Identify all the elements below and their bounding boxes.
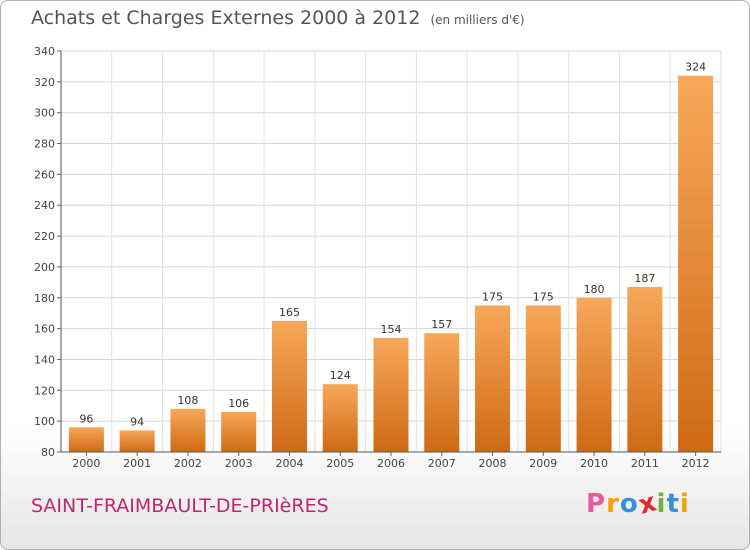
- logo-letter: P: [586, 489, 607, 519]
- x-tick-label: 2007: [428, 457, 456, 470]
- bar-value-label: 108: [177, 394, 198, 407]
- bar: [525, 305, 561, 452]
- bar: [68, 427, 104, 452]
- bar-value-label: 106: [228, 397, 249, 410]
- bar-value-label: 154: [381, 323, 402, 336]
- x-tick-label: 2001: [123, 457, 151, 470]
- logo-letter: o: [619, 489, 639, 519]
- bar: [424, 333, 460, 452]
- x-tick-label: 2004: [275, 457, 303, 470]
- y-tick-label: 120: [34, 384, 55, 397]
- bar: [271, 320, 307, 452]
- y-tick-label: 280: [34, 138, 55, 151]
- x-tick-label: 2011: [631, 457, 659, 470]
- x-tick-label: 2012: [682, 457, 710, 470]
- y-tick-label: 180: [34, 292, 55, 305]
- chart-unit: (en milliers d'€): [430, 13, 525, 27]
- bar: [475, 305, 511, 452]
- logo-letter: r: [606, 489, 620, 519]
- bar: [119, 430, 155, 452]
- bar-value-label: 324: [685, 61, 706, 74]
- bar-value-label: 187: [634, 272, 655, 285]
- y-tick-label: 80: [41, 446, 55, 459]
- x-tick-label: 2008: [479, 457, 507, 470]
- bar: [373, 337, 409, 452]
- bar-value-label: 124: [330, 369, 351, 382]
- bar-value-label: 94: [130, 415, 144, 428]
- x-tick-label: 2009: [529, 457, 557, 470]
- bar: [170, 408, 206, 452]
- y-tick-label: 240: [34, 199, 55, 212]
- bar-value-label: 175: [533, 290, 554, 303]
- bar: [322, 384, 358, 452]
- chart-title-text: Achats et Charges Externes 2000 à 2012: [31, 7, 421, 29]
- bar-value-label: 157: [431, 318, 452, 331]
- y-tick-label: 260: [34, 168, 55, 181]
- x-tick-label: 2005: [326, 457, 354, 470]
- bar-value-label: 165: [279, 306, 300, 319]
- proxiti-logo: Proxiti: [586, 487, 690, 521]
- y-tick-label: 100: [34, 415, 55, 428]
- y-tick-label: 340: [34, 45, 55, 58]
- bar-value-label: 175: [482, 290, 503, 303]
- commune-name: SAINT-FRAIMBAULT-DE-PRIèRES: [31, 495, 329, 517]
- bar: [678, 75, 714, 452]
- y-tick-label: 320: [34, 76, 55, 89]
- bar-value-label: 96: [79, 412, 93, 425]
- bar-value-label: 180: [584, 283, 605, 296]
- logo-letter: i: [656, 489, 667, 519]
- x-tick-label: 2003: [225, 457, 253, 470]
- x-tick-label: 2002: [174, 457, 202, 470]
- logo-letter: i: [679, 489, 690, 519]
- bar: [576, 297, 612, 452]
- logo-letter: t: [666, 489, 680, 519]
- bar: [221, 411, 257, 452]
- x-tick-label: 2010: [580, 457, 608, 470]
- x-tick-label: 2000: [72, 457, 100, 470]
- y-tick-label: 300: [34, 107, 55, 120]
- bar: [627, 286, 663, 452]
- y-tick-label: 200: [34, 261, 55, 274]
- y-tick-label: 220: [34, 230, 55, 243]
- x-tick-label: 2006: [377, 457, 405, 470]
- chart-title: Achats et Charges Externes 2000 à 2012 (e…: [31, 7, 525, 29]
- y-tick-label: 160: [34, 323, 55, 336]
- y-tick-label: 140: [34, 353, 55, 366]
